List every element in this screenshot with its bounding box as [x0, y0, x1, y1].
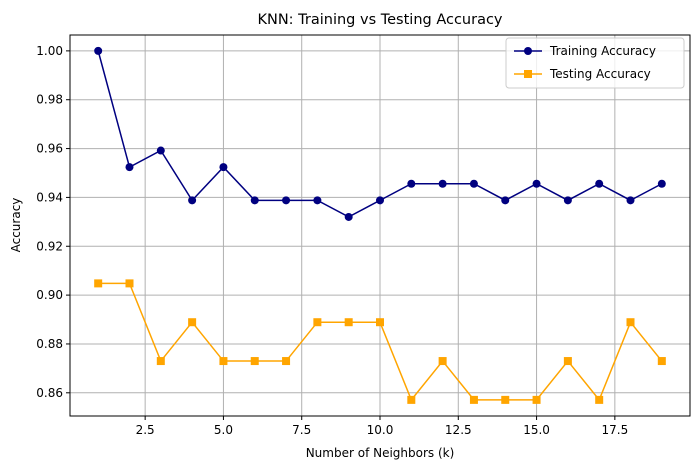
- training-point: [188, 196, 197, 205]
- testing-point: [657, 357, 666, 366]
- legend-marker: [524, 70, 532, 78]
- testing-point: [156, 357, 165, 366]
- x-tick-label: 15.0: [523, 423, 550, 437]
- x-axis-label: Number of Neighbors (k): [306, 446, 455, 460]
- testing-point: [532, 395, 541, 404]
- y-tick-label: 0.92: [36, 239, 63, 253]
- y-tick-label: 0.96: [36, 142, 63, 156]
- x-tick-label: 7.5: [292, 423, 311, 437]
- training-point: [219, 163, 228, 172]
- testing-point: [563, 357, 572, 366]
- training-point: [313, 196, 322, 205]
- training-point: [125, 163, 134, 172]
- training-point: [563, 196, 572, 205]
- testing-point: [313, 318, 322, 327]
- legend-label: Testing Accuracy: [549, 67, 651, 81]
- testing-point: [501, 395, 510, 404]
- y-tick-label: 0.90: [36, 288, 63, 302]
- legend: Training Accuracy Testing Accuracy: [505, 37, 685, 89]
- legend-marker: [524, 47, 532, 55]
- series-layer: [94, 46, 666, 404]
- training-point: [156, 146, 165, 155]
- x-tick-label: 17.5: [601, 423, 628, 437]
- training-point: [469, 179, 478, 188]
- testing-point: [376, 318, 384, 327]
- testing-point: [626, 318, 635, 327]
- y-tick-label: 0.98: [36, 93, 63, 107]
- x-tick-label: 12.5: [445, 423, 472, 437]
- x-tick-label: 2.5: [136, 423, 155, 437]
- grid: [70, 35, 690, 416]
- testing-point: [250, 357, 259, 366]
- training-point: [657, 179, 666, 188]
- testing-point: [94, 279, 103, 288]
- ticks: 2.5 5.0 7.5 10.0 12.5 15.0 17.5 0.86 0.88 0.90 0.9…: [36, 44, 628, 437]
- legend-label: Training Accuracy: [549, 44, 656, 58]
- testing-point: [407, 395, 416, 404]
- training-point: [595, 179, 604, 188]
- training-point: [344, 212, 353, 221]
- testing-point: [469, 395, 478, 404]
- testing-point: [219, 357, 228, 366]
- y-tick-label: 1.00: [36, 44, 63, 58]
- training-point: [501, 196, 510, 205]
- training-point: [532, 179, 541, 188]
- training-point: [282, 196, 291, 205]
- x-tick-label: 10.0: [367, 423, 394, 437]
- x-tick-label: 5.0: [214, 423, 233, 437]
- legend-box: [505, 37, 685, 89]
- y-tick-label: 0.86: [36, 386, 63, 400]
- training-point: [94, 46, 103, 55]
- training-point: [376, 196, 384, 205]
- training-point: [438, 179, 447, 188]
- testing-point: [282, 357, 291, 366]
- y-tick-label: 0.88: [36, 337, 63, 351]
- training-point: [626, 196, 635, 205]
- testing-point: [125, 279, 134, 288]
- y-axis-label: Accuracy: [9, 198, 23, 253]
- testing-point: [438, 357, 447, 366]
- training-point: [250, 196, 259, 205]
- testing-point: [188, 318, 197, 327]
- testing-point: [344, 318, 353, 327]
- testing-point: [595, 395, 604, 404]
- chart-title: KNN: Training vs Testing Accuracy: [257, 12, 502, 28]
- training-point: [407, 179, 416, 188]
- y-tick-label: 0.94: [36, 190, 63, 204]
